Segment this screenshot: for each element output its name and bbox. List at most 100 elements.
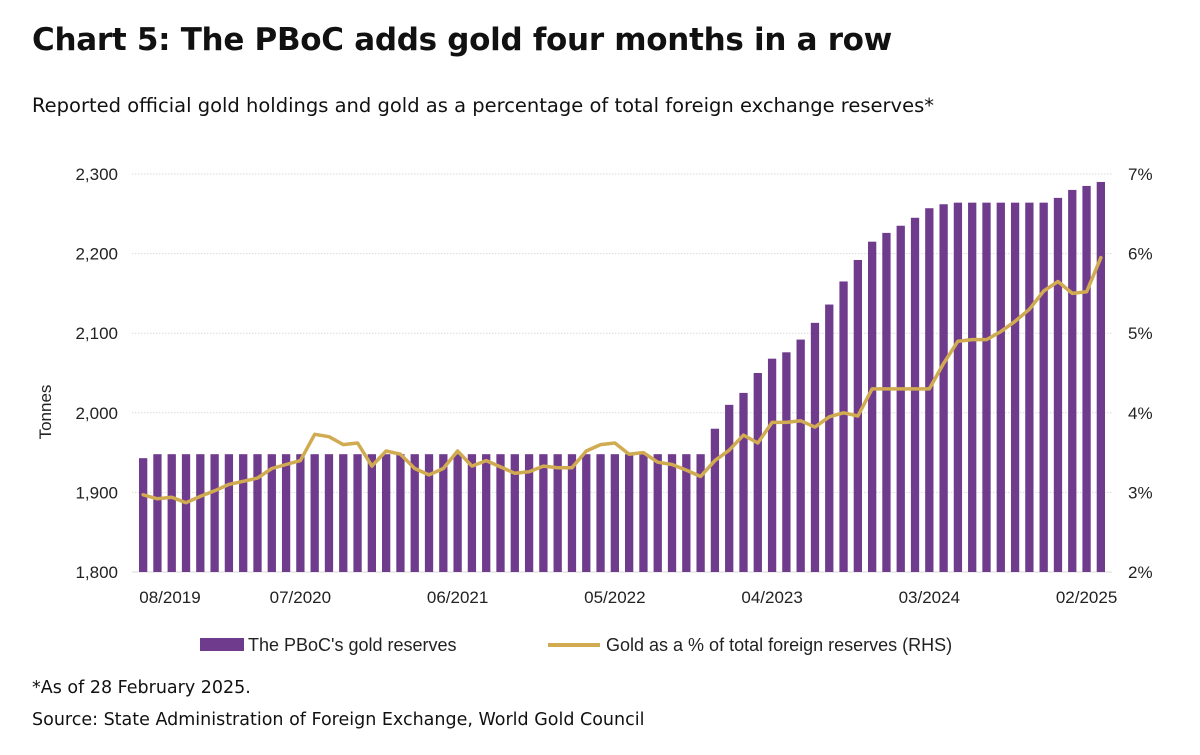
- bar: [267, 454, 276, 572]
- bar: [782, 352, 791, 572]
- bar: [410, 454, 419, 572]
- bar: [1025, 202, 1034, 572]
- bar: [296, 454, 305, 572]
- bar: [153, 454, 162, 572]
- x-tick-label: 03/2024: [899, 588, 960, 607]
- bar: [482, 454, 491, 572]
- bar: [582, 454, 591, 572]
- bar: [396, 454, 405, 572]
- legend-label-bars: The PBoC's gold reserves: [248, 635, 457, 655]
- bar: [896, 225, 905, 572]
- bar: [825, 304, 834, 572]
- bar: [1053, 197, 1063, 572]
- bar: [1068, 189, 1077, 573]
- bar: [868, 241, 877, 572]
- bar: [1010, 202, 1020, 572]
- legend-swatch-bars: [200, 638, 244, 651]
- bar: [1096, 181, 1105, 572]
- bar: [739, 392, 748, 572]
- bar: [353, 454, 362, 572]
- bar: [939, 204, 948, 573]
- bar: [253, 454, 262, 572]
- left-axis-ticks: 1,800 1,900 2,000 2,100 2,200 2,300: [75, 165, 118, 582]
- bar: [181, 454, 191, 572]
- bar: [667, 454, 677, 572]
- bar: [139, 458, 148, 572]
- right-tick-label: 7%: [1128, 165, 1153, 184]
- x-tick-label: 07/2020: [270, 588, 331, 607]
- source-note: Source: State Administration of Foreign …: [32, 710, 645, 730]
- bar: [625, 454, 634, 572]
- gridlines: [132, 173, 1112, 573]
- left-tick-label: 2,200: [75, 245, 118, 264]
- y-axis-label: Tonnes: [36, 385, 55, 440]
- bar: [210, 454, 219, 572]
- right-tick-label: 2%: [1128, 563, 1153, 582]
- bar: [367, 454, 376, 572]
- bar: [710, 428, 720, 572]
- right-tick-label: 6%: [1128, 245, 1153, 264]
- x-axis-ticks: 08/2019 07/2020 06/2021 05/2022 04/2023 03/20…: [139, 588, 1117, 607]
- legend-label-line: Gold as a % of total foreign reserves (R…: [606, 635, 952, 655]
- bar-series: [139, 181, 1105, 573]
- left-tick-label: 2,300: [75, 165, 118, 184]
- line-series: [141, 255, 1103, 505]
- bar: [339, 454, 348, 572]
- x-tick-label: 06/2021: [427, 588, 488, 607]
- bar: [382, 454, 391, 572]
- chart-title: Chart 5: The PBoC adds gold four months …: [32, 22, 893, 58]
- footnote: *As of 28 February 2025.: [32, 678, 251, 698]
- bar: [610, 454, 619, 572]
- bar: [424, 454, 434, 572]
- bar: [839, 281, 848, 572]
- bar: [467, 454, 477, 572]
- bar: [239, 454, 248, 572]
- bar: [982, 202, 991, 572]
- bar: [810, 322, 820, 572]
- bar: [1082, 185, 1091, 572]
- bar: [439, 454, 448, 572]
- x-tick-label: 08/2019: [139, 588, 200, 607]
- left-tick-label: 1,900: [75, 483, 118, 502]
- bar: [696, 454, 705, 572]
- left-tick-label: 1,800: [75, 563, 118, 582]
- bar: [996, 202, 1005, 572]
- bar: [539, 454, 548, 572]
- bar: [796, 339, 805, 572]
- legend: The PBoC's gold reserves Gold as a % of …: [200, 635, 952, 655]
- bar: [524, 454, 534, 572]
- right-tick-label: 4%: [1128, 404, 1153, 423]
- bar: [324, 454, 334, 572]
- bar: [196, 454, 205, 572]
- bar: [953, 202, 963, 572]
- bar: [167, 454, 176, 572]
- bar: [224, 454, 234, 572]
- bar: [725, 404, 734, 572]
- bar: [510, 454, 519, 572]
- x-tick-label: 05/2022: [584, 588, 645, 607]
- bar: [310, 454, 319, 572]
- bar: [968, 202, 977, 572]
- bar: [639, 454, 648, 572]
- bar: [1039, 202, 1048, 572]
- bar: [653, 454, 662, 572]
- right-tick-label: 5%: [1128, 324, 1153, 343]
- x-tick-label: 04/2023: [741, 588, 802, 607]
- right-axis-ticks: 2% 3% 4% 5% 6% 7%: [1128, 165, 1153, 582]
- bar: [567, 454, 577, 572]
- bar: [596, 454, 605, 572]
- chart-area: 1,800 1,900 2,000 2,100 2,200 2,300 2% 3% 4% 5% 6…: [36, 165, 1153, 655]
- bar: [682, 454, 691, 572]
- bar: [882, 232, 891, 572]
- left-tick-label: 2,000: [75, 404, 118, 423]
- bar: [767, 358, 777, 572]
- chart-subtitle: Reported official gold holdings and gold…: [32, 94, 934, 117]
- bar: [553, 454, 562, 572]
- right-tick-label: 3%: [1128, 483, 1153, 502]
- bar: [910, 217, 920, 572]
- x-tick-label: 02/2025: [1056, 588, 1117, 607]
- line-path: [141, 255, 1103, 505]
- bar: [453, 454, 462, 572]
- bar: [496, 454, 505, 572]
- bar: [753, 373, 762, 572]
